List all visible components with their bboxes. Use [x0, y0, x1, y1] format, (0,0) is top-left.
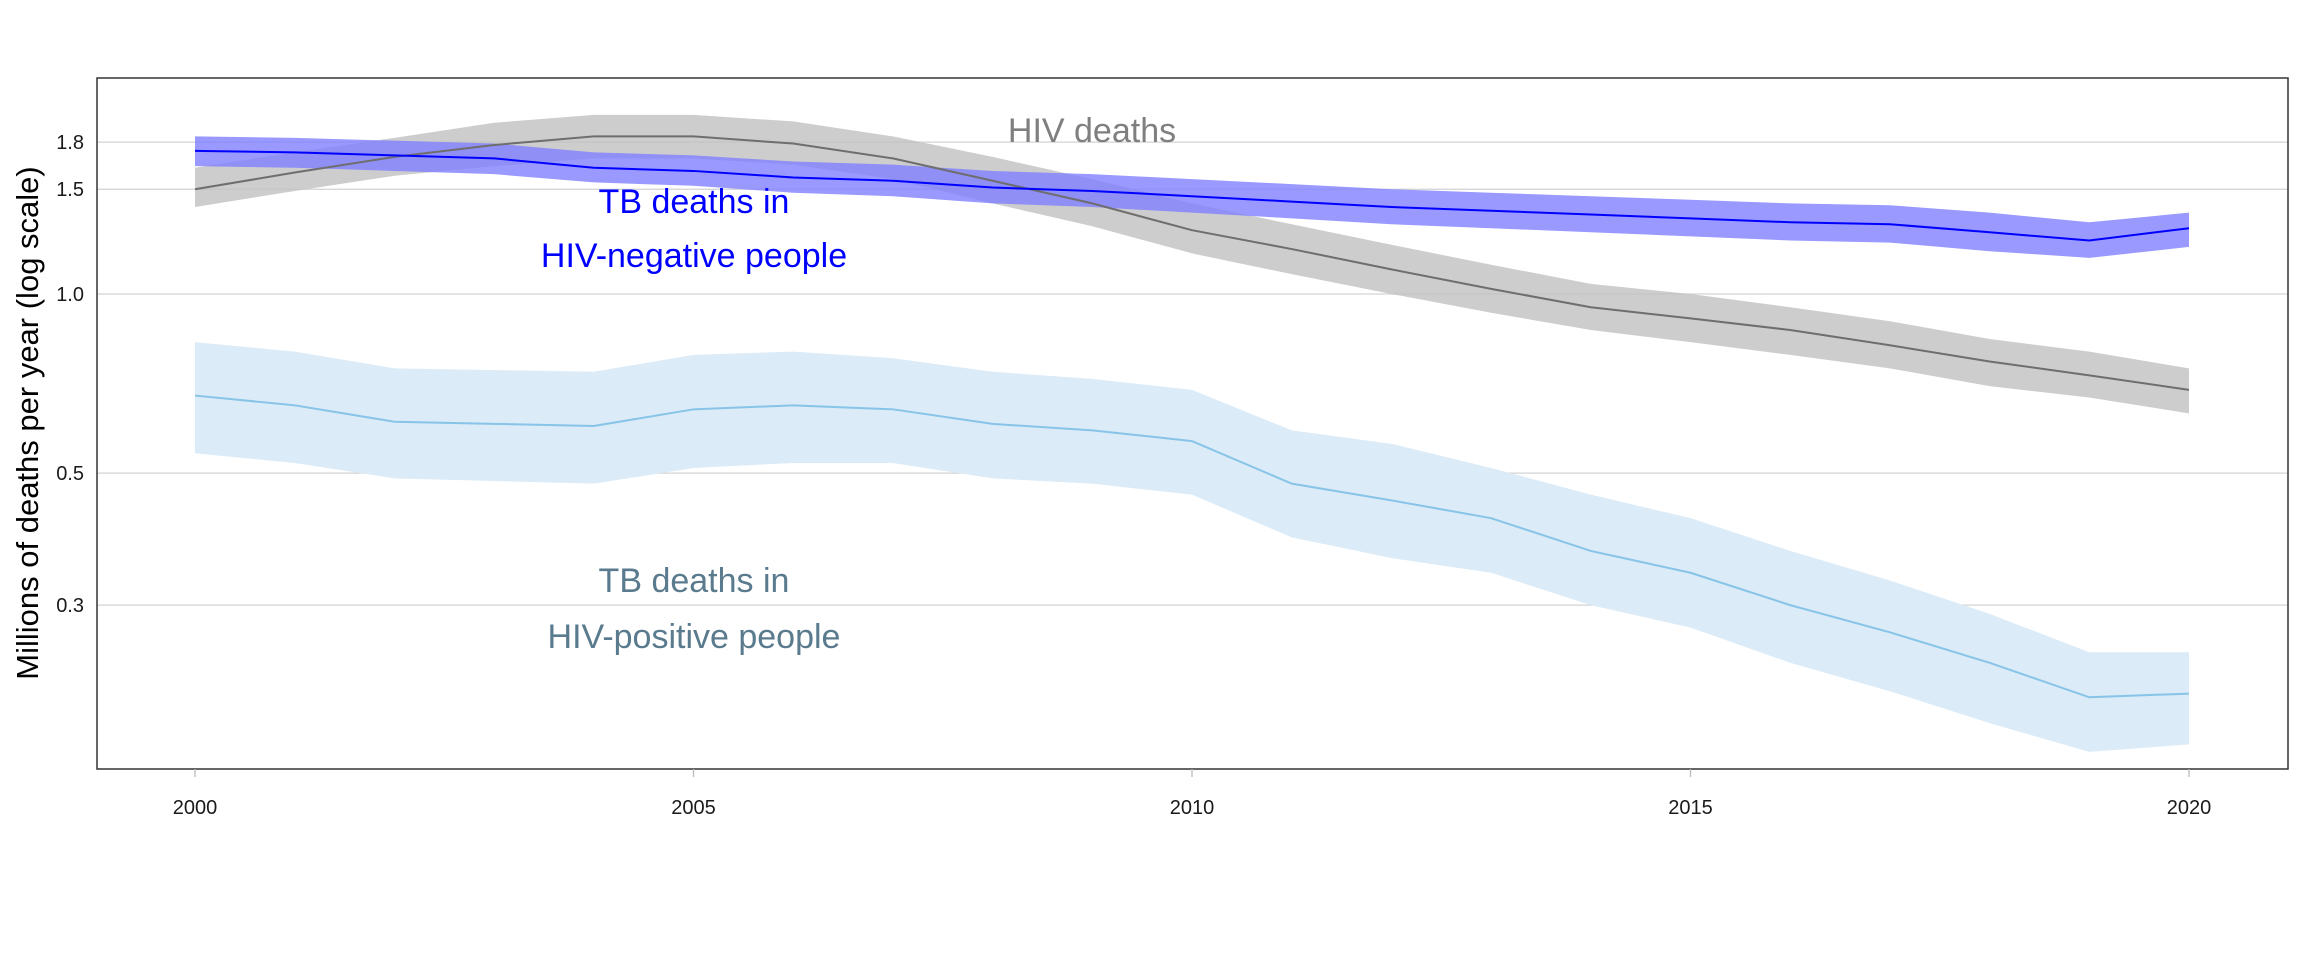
- x-tick-label: 2000: [173, 797, 218, 819]
- annotation-tb-hiv-positive-line2: HIV-positive people: [548, 618, 841, 656]
- x-tick-label: 2020: [2167, 797, 2212, 819]
- x-axis: 2000 2005 2010 2015 2020: [173, 769, 2212, 819]
- annotation-tb-hiv-positive-line1: TB deaths in: [599, 562, 790, 600]
- y-tick-label: 1.8: [56, 132, 84, 154]
- annotation-tb-hiv-negative-line1: TB deaths in: [599, 183, 790, 221]
- y-axis-title: Millions of deaths per year (log scale): [10, 166, 45, 679]
- band-hiv-deaths: [195, 114, 2189, 414]
- y-tick-label: 1.5: [56, 179, 84, 201]
- x-tick-label: 2005: [671, 797, 716, 819]
- y-tick-label: 1.0: [56, 284, 84, 306]
- y-tick-label: 0.3: [56, 595, 84, 617]
- band-tb-hiv-positive: [195, 342, 2189, 752]
- y-tick-label: 0.5: [56, 463, 84, 485]
- x-tick-label: 2015: [1668, 797, 1713, 819]
- annotation-tb-hiv-negative-line2: HIV-negative people: [541, 237, 847, 275]
- annotation-hiv-deaths: HIV deaths: [1008, 112, 1176, 150]
- series-lines: [194, 135, 2190, 699]
- y-axis: 0.3 0.5 1.0 1.5 1.8: [56, 132, 84, 617]
- uncertainty-bands: [195, 114, 2189, 752]
- x-tick-label: 2010: [1170, 797, 1215, 819]
